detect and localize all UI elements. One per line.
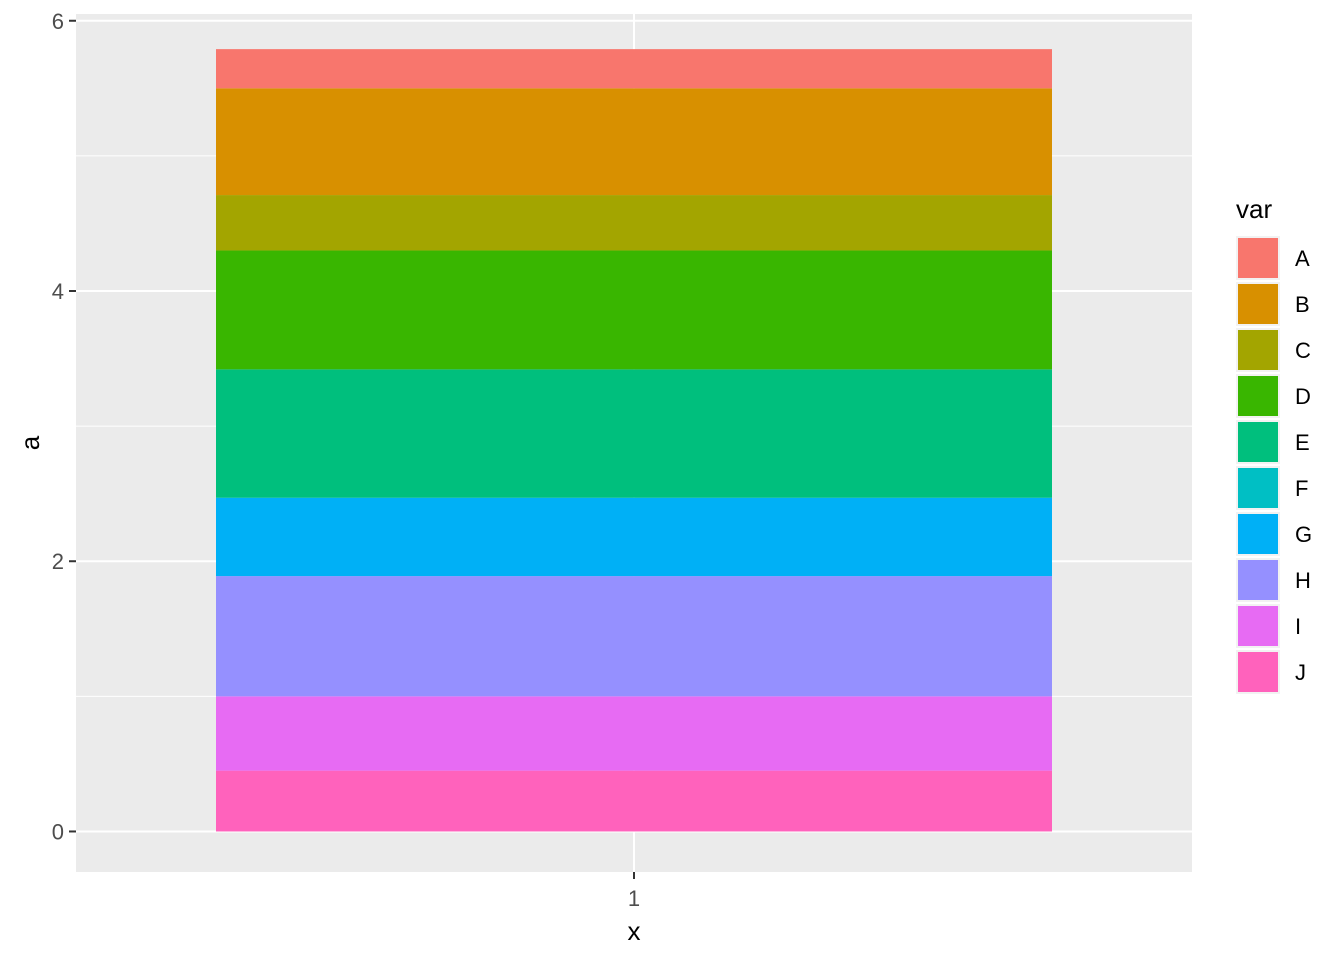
bar-segment-j (216, 770, 1052, 832)
y-axis: 0 2 4 6 (52, 9, 76, 844)
x-axis-title: x (628, 916, 641, 946)
x-tick-label: 1 (628, 886, 640, 911)
bar-segment-a (216, 49, 1052, 89)
y-tick-label: 4 (52, 279, 64, 304)
legend-swatch-e (1238, 422, 1278, 462)
legend-label-f: F (1295, 476, 1308, 501)
bar-segment-i (216, 696, 1052, 771)
legend-swatch-h (1238, 560, 1278, 600)
bar-segment-g (216, 497, 1052, 577)
legend-label-c: C (1295, 338, 1311, 363)
legend-swatch-f (1238, 468, 1278, 508)
legend-swatch-a (1238, 238, 1278, 278)
legend-label-h: H (1295, 568, 1311, 593)
bar-segment-e (216, 369, 1052, 498)
legend-label-g: G (1295, 522, 1312, 547)
legend-swatch-d (1238, 376, 1278, 416)
legend-swatch-j (1238, 652, 1278, 692)
y-tick-label: 6 (52, 9, 64, 34)
bar-segment-b (216, 88, 1052, 196)
y-axis-title: a (15, 435, 45, 450)
y-tick-label: 0 (52, 819, 64, 844)
x-axis: 1 (628, 872, 640, 911)
legend-swatch-b (1238, 284, 1278, 324)
legend-swatch-i (1238, 606, 1278, 646)
bar-segment-d (216, 250, 1052, 370)
legend-label-e: E (1295, 430, 1310, 455)
legend-label-i: I (1295, 614, 1301, 639)
bar-segment-c (216, 195, 1052, 251)
legend-label-b: B (1295, 292, 1310, 317)
bar-segment-h (216, 576, 1052, 697)
legend-label-d: D (1295, 384, 1311, 409)
legend-label-a: A (1295, 246, 1310, 271)
legend-title: var (1236, 194, 1272, 224)
bar-segments (216, 49, 1052, 832)
y-tick-label: 2 (52, 549, 64, 574)
legend-swatch-g (1238, 514, 1278, 554)
legend-label-j: J (1295, 660, 1306, 685)
legend-swatch-c (1238, 330, 1278, 370)
